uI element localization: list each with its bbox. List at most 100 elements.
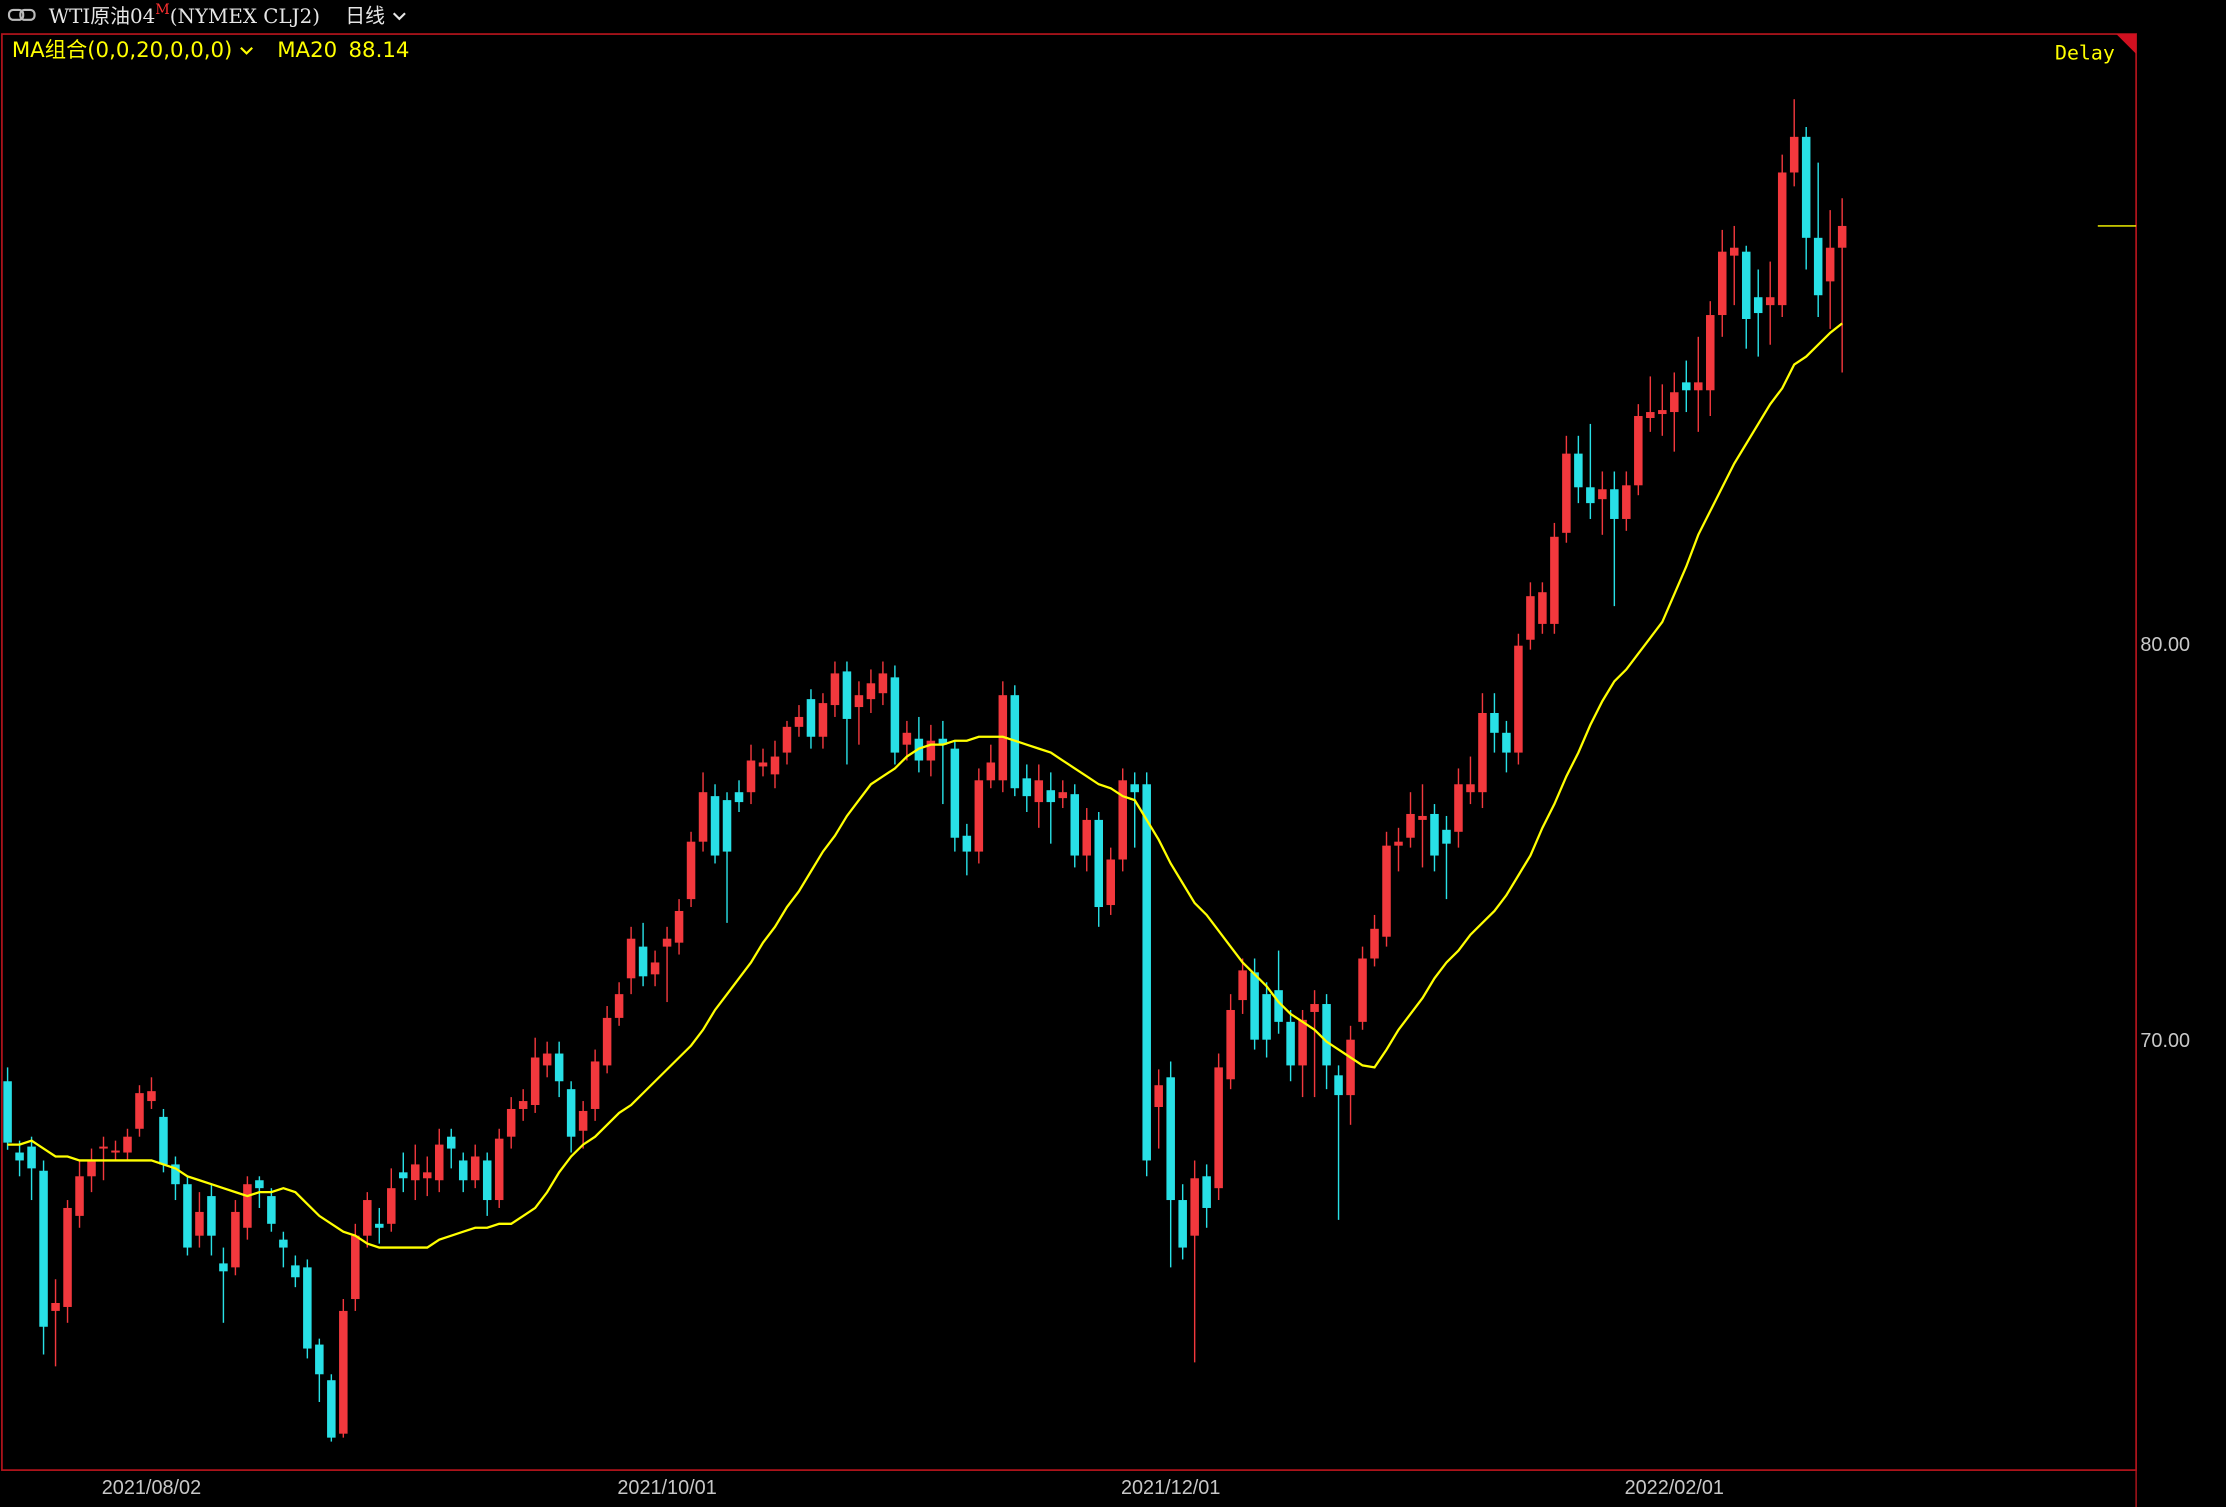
candle-body (15, 1152, 24, 1161)
candle-body (399, 1172, 408, 1179)
candle-body (375, 1223, 384, 1228)
candle-body (974, 780, 984, 852)
candle-body (339, 1310, 348, 1434)
candle-body (878, 673, 888, 694)
candle-body (1058, 792, 1068, 799)
candle-body (1226, 1009, 1235, 1080)
candle-body (1610, 489, 1619, 519)
x-tick-label: 2022/02/01 (1625, 1477, 1724, 1499)
candle-body (159, 1116, 168, 1165)
x-tick-label: 2021/10/01 (617, 1477, 716, 1499)
candle-body (183, 1184, 192, 1248)
plot-area (3, 99, 1847, 1442)
candle-body (1430, 813, 1439, 856)
candle-body (1538, 592, 1547, 624)
candle-body (1562, 453, 1571, 533)
candle-body (1370, 928, 1379, 959)
candle-body (231, 1211, 240, 1268)
delay-status: Delay (2055, 41, 2115, 64)
candle-body (1346, 1039, 1355, 1096)
candle-body (63, 1207, 72, 1307)
candle-body (1598, 489, 1607, 500)
candle-body (530, 1057, 540, 1106)
candle-body (1777, 172, 1787, 306)
candle-body (1130, 784, 1139, 793)
candle-body (1442, 829, 1451, 844)
candle-body (99, 1146, 108, 1149)
candle-body (1034, 780, 1044, 803)
candle-body (482, 1160, 492, 1201)
candle-body (866, 683, 876, 700)
dropdown-arrow[interactable] (240, 46, 253, 55)
candle-body (698, 792, 708, 842)
candle-body (638, 946, 648, 977)
candle-body (806, 699, 816, 737)
candle-body (1082, 819, 1092, 856)
candle-body (1694, 382, 1703, 391)
candle-body (423, 1172, 432, 1179)
candle-body (1298, 1019, 1307, 1066)
candle-body (1286, 1021, 1295, 1066)
candle-body (662, 938, 672, 947)
candle-body (614, 994, 624, 1018)
candle-body (267, 1196, 276, 1224)
candle-body (854, 695, 864, 708)
candle-body (1418, 815, 1427, 820)
candle-body (1706, 315, 1715, 391)
candle-body (950, 748, 960, 838)
indicator-selector[interactable]: MA组合(0,0,20,0,0,0) (12, 38, 233, 63)
candle-body (1382, 845, 1391, 937)
candle-body (710, 796, 720, 856)
candle-body (255, 1180, 264, 1189)
period-selector[interactable]: 日线 (345, 5, 385, 28)
candle-body (506, 1108, 516, 1137)
y-tick-label: 80.00 (2140, 634, 2190, 656)
candle-body (39, 1170, 48, 1327)
candle-body (135, 1093, 144, 1129)
candle-body (51, 1303, 60, 1311)
exchange: (NYMEX CLJ2) (170, 5, 320, 28)
candle-body (926, 740, 936, 761)
candle-body (722, 800, 732, 852)
candle-body (363, 1200, 372, 1236)
candle-body (279, 1239, 288, 1248)
candle-body (1106, 859, 1115, 906)
candle-body (1586, 487, 1595, 504)
candle-body (650, 962, 660, 975)
badge: M (155, 2, 170, 18)
candle-body (1214, 1067, 1223, 1189)
candle-body (1574, 453, 1583, 488)
candle-body (123, 1136, 132, 1153)
candle-body (1394, 841, 1403, 846)
candle-body (1046, 790, 1056, 803)
candle-body (1154, 1085, 1163, 1107)
link-icon (7, 8, 36, 21)
candle-body (1274, 990, 1283, 1022)
candle-body (111, 1150, 120, 1153)
candle-body (1526, 596, 1535, 640)
candle-body (1837, 225, 1847, 248)
candle-body (147, 1091, 156, 1102)
candle-body (470, 1156, 480, 1181)
candle-body (1789, 136, 1799, 173)
candle-body (1454, 784, 1463, 832)
candle-body (411, 1164, 420, 1181)
candle-body (1550, 536, 1559, 624)
candle-body (387, 1188, 396, 1224)
candle-body (890, 677, 900, 753)
candle-body (1022, 778, 1032, 797)
candle-body (434, 1144, 444, 1181)
candle-body (734, 792, 744, 803)
candle-body (1670, 392, 1679, 413)
candle-body (87, 1160, 96, 1177)
candle-body (1310, 1004, 1319, 1012)
candle-body (554, 1053, 564, 1082)
instrument-title: WTI原油04M(NYMEX CLJ2) (49, 2, 320, 28)
candle-body (770, 756, 780, 775)
candle-body (1070, 794, 1080, 856)
dropdown-arrow[interactable] (392, 12, 406, 21)
candle-body (1190, 1178, 1199, 1236)
candle-body (303, 1267, 312, 1349)
candle-body (219, 1263, 228, 1272)
